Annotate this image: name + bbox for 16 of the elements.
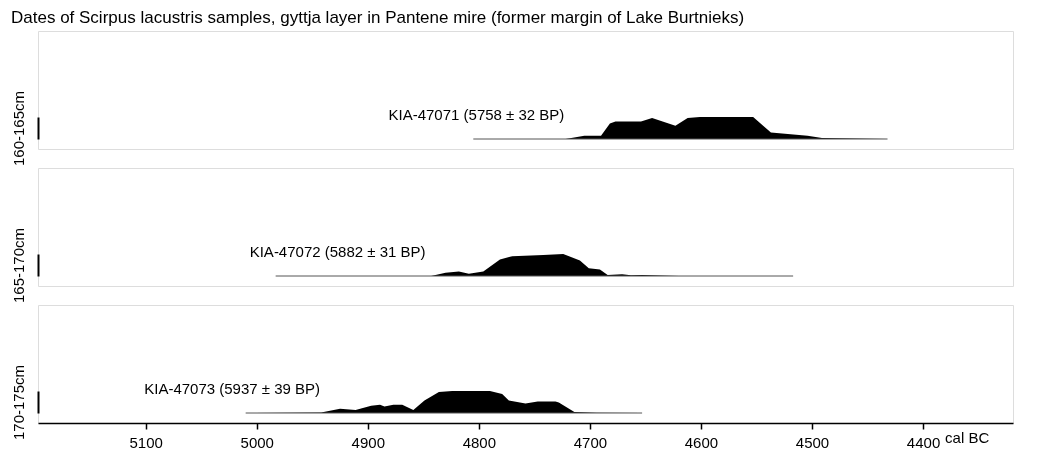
x-tick-label: 4600 bbox=[684, 433, 719, 451]
series-label: KIA-47072 (5882 ± 31 BP) bbox=[249, 243, 426, 260]
x-axis-title: cal BC bbox=[945, 429, 990, 446]
x-tick-label: 4800 bbox=[462, 433, 497, 451]
series-label: KIA-47073 (5937 ± 39 BP) bbox=[144, 380, 321, 397]
x-tick-label: 4900 bbox=[351, 433, 385, 451]
x-tick-label: 4700 bbox=[573, 433, 608, 451]
series-label: KIA-47071 (5758 ± 32 BP) bbox=[388, 106, 565, 123]
chart-title: Dates of Scirpus lacustris samples, gyttja layer in Pantene mire (former margin of Lake Burtnieks) bbox=[11, 8, 745, 27]
x-tick-label: 4400 bbox=[906, 433, 941, 451]
y-axis-title: 165-170cm bbox=[9, 227, 27, 304]
x-tick-label: 4500 bbox=[795, 433, 830, 451]
x-tick-label: 5000 bbox=[240, 433, 274, 451]
x-tick-label: 5100 bbox=[129, 433, 163, 451]
y-axis-title: 160-165cm bbox=[9, 90, 27, 167]
y-axis-title: 170-175cm bbox=[9, 364, 27, 441]
